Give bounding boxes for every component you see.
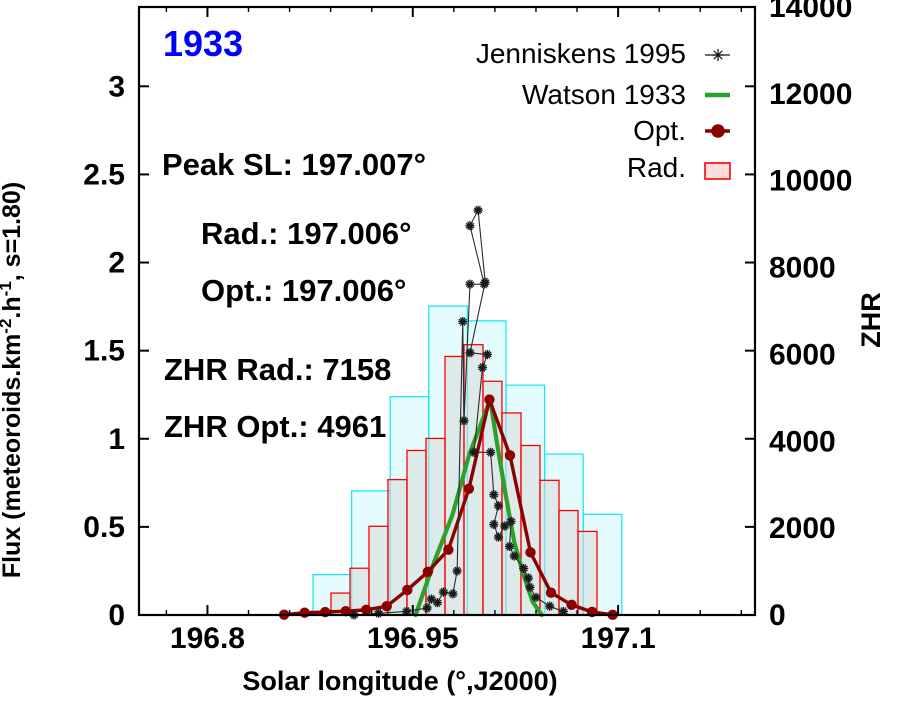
- svg-text:2.5: 2.5: [83, 158, 125, 191]
- svg-text:8000: 8000: [769, 252, 836, 285]
- svg-text:12000: 12000: [769, 78, 852, 111]
- svg-text:ZHR Rad.: 7158: ZHR Rad.: 7158: [164, 352, 391, 387]
- svg-text:Jenniskens 1995: Jenniskens 1995: [476, 38, 686, 69]
- svg-text:6000: 6000: [769, 338, 836, 371]
- svg-text:Flux (meteoroids.km-2.h-1, s=1: Flux (meteoroids.km-2.h-1, s=1.80): [0, 182, 26, 578]
- svg-text:Watson 1933: Watson 1933: [522, 79, 686, 110]
- svg-text:1.5: 1.5: [83, 335, 125, 368]
- svg-text:Rad.: 197.006°: Rad.: 197.006°: [201, 216, 412, 251]
- svg-text:ZHR Opt.: 4961: ZHR Opt.: 4961: [164, 409, 386, 444]
- svg-text:Peak SL: 197.007°: Peak SL: 197.007°: [162, 147, 426, 182]
- svg-text:0: 0: [108, 599, 125, 632]
- svg-text:196.95: 196.95: [367, 622, 459, 655]
- svg-text:Opt.: Opt.: [633, 115, 686, 146]
- svg-text:197.1: 197.1: [581, 622, 656, 655]
- svg-text:1: 1: [108, 423, 125, 456]
- svg-text:14000: 14000: [769, 0, 852, 24]
- svg-text:Rad.: Rad.: [627, 152, 686, 183]
- svg-text:4000: 4000: [769, 425, 836, 458]
- svg-text:196.8: 196.8: [170, 622, 245, 655]
- svg-text:0.5: 0.5: [83, 511, 125, 544]
- svg-text:0: 0: [769, 599, 786, 632]
- svg-text:ZHR: ZHR: [856, 292, 886, 348]
- svg-text:3: 3: [108, 70, 125, 103]
- svg-text:1933: 1933: [163, 23, 243, 64]
- svg-text:Opt.: 197.006°: Opt.: 197.006°: [201, 273, 406, 308]
- svg-text:2: 2: [108, 247, 125, 280]
- svg-text:Solar longitude (°,J2000): Solar longitude (°,J2000): [242, 666, 557, 696]
- svg-text:10000: 10000: [769, 165, 852, 198]
- svg-text:2000: 2000: [769, 512, 836, 545]
